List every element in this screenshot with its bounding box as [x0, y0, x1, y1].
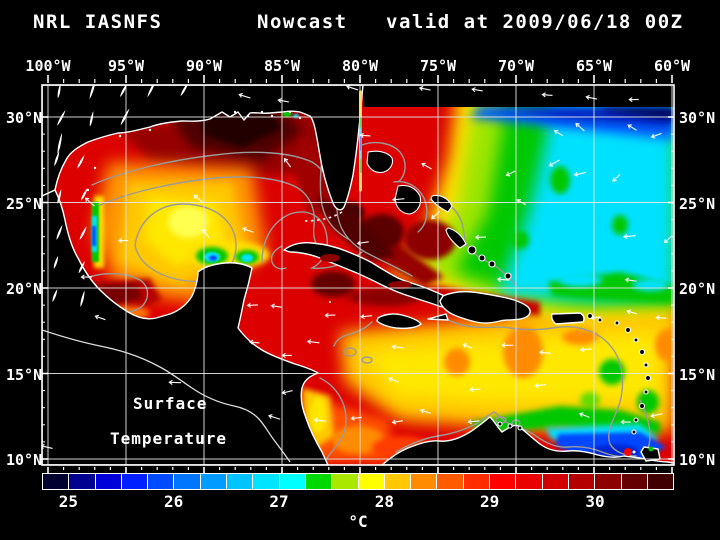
y-axis-label: 20°N: [679, 280, 716, 298]
x-axis-label: 65°W: [575, 57, 613, 75]
y-axis-label: 25°N: [6, 194, 43, 213]
bathymetry-contours: [73, 119, 651, 465]
colorbar-tick-label: 26: [164, 492, 184, 511]
atlantic-sst-field: [388, 85, 674, 335]
y-axis-label: 25°N: [679, 194, 716, 213]
colorbar-tick-label: 30: [585, 492, 605, 511]
axis-ticks: [42, 75, 674, 473]
colorbar-cell: [463, 474, 490, 489]
colorbar-cell: [121, 474, 148, 489]
colorbar-cell: [69, 474, 95, 489]
south-america-land: [381, 416, 674, 465]
x-axis-label: 80°W: [341, 57, 379, 75]
colorbar-tick-label: 25: [58, 492, 78, 511]
map-area: [42, 85, 674, 465]
jamaica-island: [376, 313, 422, 330]
land-mask: [42, 85, 674, 465]
colorbar-cell: [568, 474, 595, 489]
colorbar: [42, 473, 674, 490]
colorbar-cell: [411, 474, 437, 489]
colorbar-cell: [542, 474, 568, 489]
colorbar-unit: °C: [348, 512, 368, 531]
cuba-inland-warm-spot-2: [388, 281, 412, 289]
annotation-temperature: Temperature: [110, 429, 227, 448]
y-axis-label: 10°N: [679, 451, 716, 469]
bahamas-islands: [366, 150, 512, 280]
pacific-coastline: [42, 329, 291, 463]
graticule: [42, 85, 674, 465]
y-axis-label: 20°N: [6, 280, 43, 298]
title-validity: valid at 2009/06/18 00Z: [386, 11, 684, 33]
title-model: NRL IASNFS: [33, 11, 163, 33]
colorbar-cell: [384, 474, 411, 489]
colorbar-cell: [516, 474, 542, 489]
y-axis-label: 15°N: [6, 365, 43, 384]
trinidad-warm-spot: [624, 448, 632, 456]
colorbar-tick-label: 28: [374, 492, 394, 511]
florida-keys: [301, 211, 343, 222]
colorbar-cell: [305, 474, 332, 489]
colorbar-cell: [332, 474, 358, 489]
x-axis-label: 95°W: [107, 57, 145, 75]
y-axis-label: 30°N: [6, 109, 43, 127]
annotation-surface: Surface: [133, 394, 208, 413]
colorbar-cell: [647, 474, 674, 489]
colorbar-cell: [148, 474, 174, 489]
colorbar-cell: [358, 474, 384, 489]
x-axis-label: 60°W: [653, 57, 691, 75]
colorbar-cell: [227, 474, 253, 489]
colorbar-cell: [621, 474, 647, 489]
title-product: Nowcast: [257, 11, 348, 33]
colorbar-cell: [200, 474, 227, 489]
hispaniola-island: [439, 290, 531, 324]
no-data-band: [363, 85, 674, 107]
vector-arrows: [42, 85, 673, 449]
mexico-central-america-land: [42, 189, 329, 465]
x-axis-label: 90°W: [185, 57, 223, 75]
y-axis-label: 30°N: [679, 109, 716, 127]
y-axis-label: 10°N: [6, 451, 43, 469]
x-axis-label: 70°W: [497, 57, 535, 75]
colorbar-cell: [174, 474, 200, 489]
x-axis-label: 75°W: [419, 57, 457, 75]
lesser-antilles-islands: [497, 312, 652, 435]
colorbar-cell: [279, 474, 305, 489]
puerto-rico-island: [550, 312, 585, 325]
colorbar-cell: [595, 474, 621, 489]
trinidad-cool-spot: [648, 446, 654, 452]
trinidad-island: [640, 446, 661, 462]
colorbar-cell: [437, 474, 463, 489]
colorbar-tick-label: 27: [269, 492, 289, 511]
colorbar-tick-label: 29: [480, 492, 500, 511]
cuba-inland-warm-spot: [320, 254, 340, 262]
north-america-land: [42, 85, 364, 211]
x-axis-label: 85°W: [263, 57, 301, 75]
map-frame: [41, 84, 675, 466]
colorbar-cell: [95, 474, 121, 489]
colorbar-cell: [253, 474, 279, 489]
x-axis-label: 100°W: [25, 57, 71, 75]
colorbar-cell: [490, 474, 516, 489]
colorbar-cell: [43, 474, 69, 489]
y-axis-label: 15°N: [679, 365, 716, 384]
